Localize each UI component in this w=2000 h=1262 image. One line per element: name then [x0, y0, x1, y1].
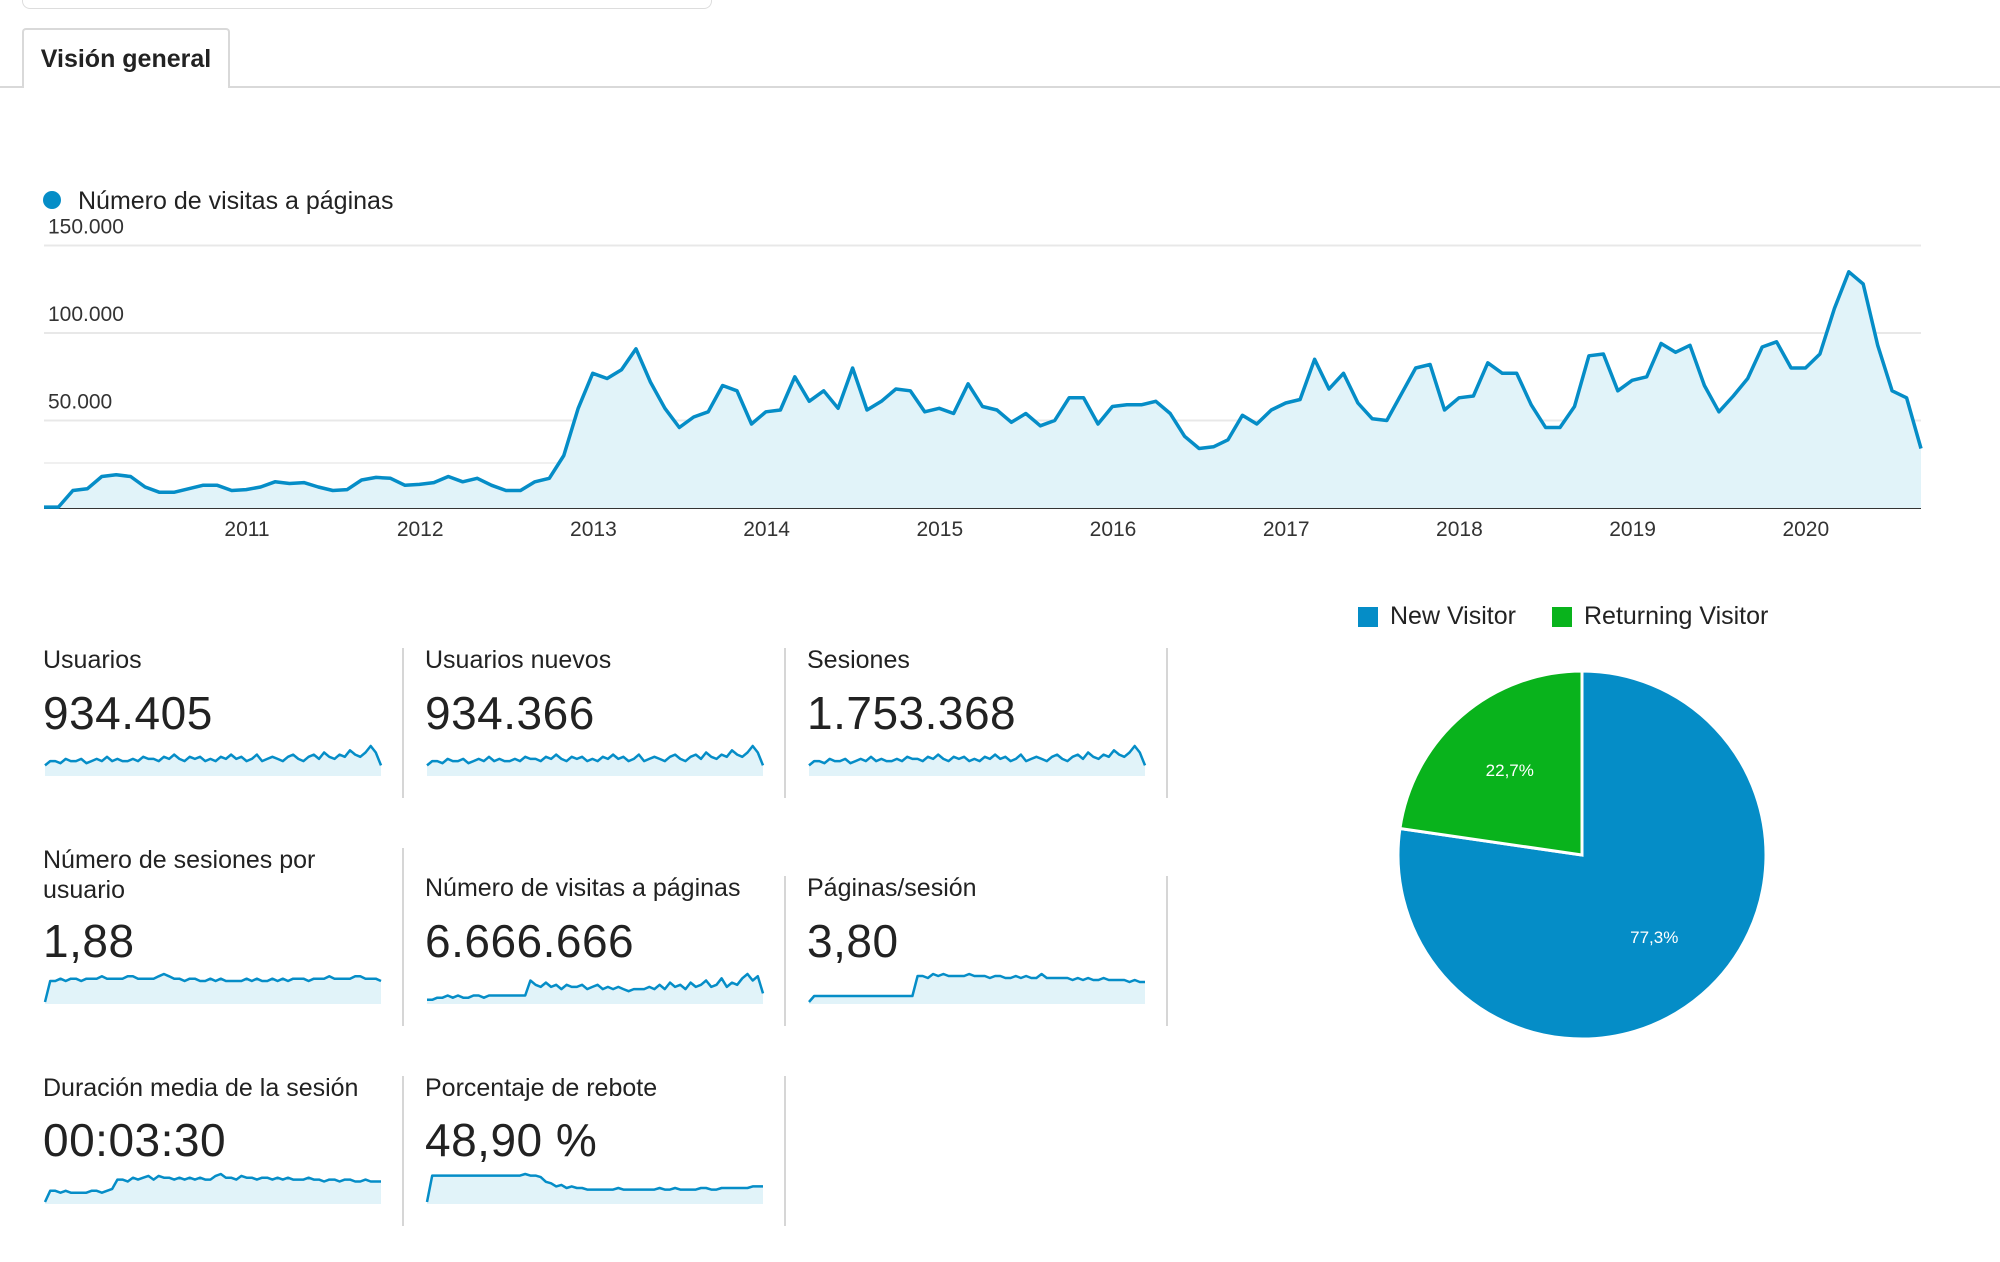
- metric-value: 934.405: [43, 687, 213, 739]
- metric-value: 00:03:30: [43, 1114, 227, 1166]
- pie-slice-label: 77,3%: [1630, 928, 1678, 947]
- separator: [784, 648, 786, 798]
- tab-underline: [0, 86, 2000, 88]
- metric-sparkline: [43, 972, 382, 1004]
- separator: [402, 1076, 404, 1226]
- y-tick-label: 150.000: [48, 216, 124, 239]
- legend-label: Número de visitas a páginas: [78, 187, 393, 215]
- metric-sparkline: [427, 972, 765, 1004]
- metric-value: 3,80: [807, 915, 899, 967]
- metric-card[interactable]: Número de sesiones por usuario 1,88: [43, 845, 383, 1010]
- metric-sparkline: [808, 972, 1145, 1004]
- sparkline-line: [43, 972, 382, 1003]
- metric-card[interactable]: Número de visitas a páginas 6.666.666: [425, 873, 765, 1010]
- metric-label: Duración media de la sesión: [43, 1074, 359, 1102]
- metric-sparkline: [44, 744, 383, 776]
- metric-label: Número de visitas a páginas: [425, 874, 741, 902]
- metric-sparkline: [425, 1172, 763, 1204]
- series-line: [44, 270, 1923, 509]
- x-tick-label: 2014: [743, 518, 790, 541]
- x-tick-label: 2015: [916, 518, 963, 541]
- metric-label: Usuarios nuevos: [425, 646, 612, 674]
- metric-value: 1.753.368: [807, 687, 1017, 739]
- pie-legend-new: New Visitor: [1390, 602, 1516, 630]
- separator: [402, 648, 404, 798]
- sparkline-line: [44, 744, 383, 767]
- sparkline-line: [425, 1172, 763, 1203]
- pie-legend-returning: Returning Visitor: [1584, 602, 1769, 630]
- separator: [784, 1076, 786, 1226]
- metric-card[interactable]: Duración media de la sesión 00:03:30: [43, 1073, 383, 1210]
- x-tick-label: 2011: [224, 518, 269, 541]
- x-tick-label: 2016: [1090, 518, 1137, 541]
- metric-card[interactable]: Porcentaje de rebote 48,90 %: [425, 1073, 765, 1210]
- legend-dot: [43, 191, 61, 209]
- returning-visitor-swatch: [1552, 606, 1572, 627]
- metric-card[interactable]: Usuarios 934.405: [43, 645, 383, 782]
- series-area: [44, 271, 1921, 508]
- pie-slice-label: 22,7%: [1486, 761, 1534, 780]
- metric-label: Porcentaje de rebote: [425, 1074, 658, 1102]
- x-tick-label: 2020: [1782, 518, 1829, 541]
- main-line-chart[interactable]: Número de visitas a páginas 2011 2012 2013…: [0, 0, 2000, 560]
- separator: [1166, 648, 1168, 798]
- sparkline-line: [808, 744, 1147, 767]
- new-visitor-swatch: [1358, 606, 1378, 627]
- pie-slice: [1398, 669, 1584, 857]
- sparkline-area: [427, 1174, 763, 1204]
- sparkline-line: [426, 744, 765, 767]
- pie-legend: Returning Visitor: [1552, 602, 1768, 631]
- metric-label: Usuarios: [43, 646, 142, 674]
- x-tick-label: 2017: [1263, 518, 1310, 541]
- metric-card[interactable]: Usuarios nuevos 934.366: [425, 645, 765, 782]
- metric-value: 1,88: [43, 915, 135, 967]
- sparkline-area: [427, 974, 763, 1004]
- x-tick-label: 2013: [570, 518, 617, 541]
- y-tick-label: 100.000: [48, 303, 124, 326]
- metric-label: Sesiones: [807, 646, 910, 674]
- metric-sparkline: [808, 744, 1147, 776]
- visitor-pie-chart[interactable]: 77,3% 22,7%: [1372, 650, 1792, 1070]
- metric-card[interactable]: Páginas/sesión 3,80: [807, 873, 1147, 1010]
- metric-label: Número de sesiones por usuario: [43, 846, 316, 904]
- tab-overview[interactable]: Visión general: [22, 28, 230, 88]
- metric-card[interactable]: Sesiones 1.753.368: [807, 645, 1147, 782]
- x-tick-label: 2018: [1436, 518, 1483, 541]
- separator: [402, 848, 404, 1026]
- sparkline-area: [809, 974, 1145, 1004]
- sparkline-line: [808, 972, 1145, 1003]
- sparkline-line: [43, 1172, 381, 1203]
- metric-value: 48,90 %: [425, 1114, 598, 1166]
- x-tick-label: 2012: [397, 518, 444, 541]
- separator: [784, 876, 786, 1026]
- metric-label: Páginas/sesión: [807, 874, 977, 902]
- x-tick-label: 2019: [1609, 518, 1656, 541]
- pie-legend: New Visitor: [1358, 602, 1516, 631]
- y-tick-label: 50.000: [48, 391, 112, 414]
- metric-value: 6.666.666: [425, 915, 635, 967]
- metric-value: 934.366: [425, 687, 595, 739]
- separator: [1166, 876, 1168, 1026]
- sparkline-area: [45, 974, 381, 1004]
- metric-sparkline: [426, 744, 765, 776]
- tab-active-cover: [24, 84, 224, 90]
- metric-sparkline: [43, 1172, 381, 1204]
- sparkline-line: [427, 972, 765, 1002]
